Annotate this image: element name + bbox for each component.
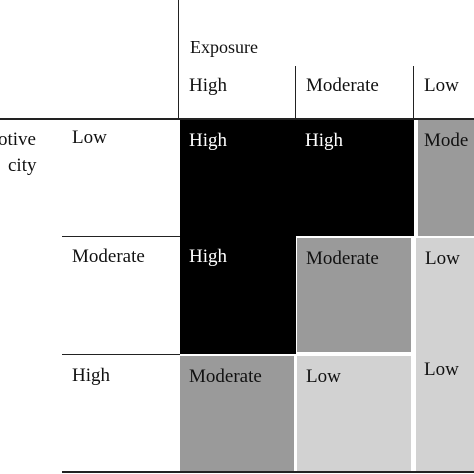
row-separator-2 xyxy=(62,354,180,355)
matrix-cell-r2-c1: Low xyxy=(297,356,411,471)
matrix-cell-label: Low xyxy=(424,359,459,380)
matrix-cell-label: Moderate xyxy=(189,366,262,387)
matrix-cell-r1-c0: High xyxy=(180,236,296,354)
matrix-cell-r2-c2: Low xyxy=(416,352,474,471)
matrix-cell-r1-c1: Moderate xyxy=(297,238,411,352)
column-divider-1 xyxy=(295,66,296,120)
row-header-moderate: Moderate xyxy=(72,246,145,267)
table-bottom-rule xyxy=(62,471,474,473)
column-header-high: High xyxy=(189,75,227,96)
matrix-cell-r0-c1: High xyxy=(296,120,414,236)
exposure-label: Exposure xyxy=(190,37,258,57)
matrix-cell-label: Mode xyxy=(424,130,469,151)
adaptive-capacity-label-line1: otive xyxy=(0,129,36,150)
column-divider-2 xyxy=(413,66,414,120)
matrix-cell-label: Low xyxy=(306,366,341,387)
matrix-cell-label: High xyxy=(189,246,227,267)
matrix-cell-r1-c2: Low xyxy=(416,238,474,352)
row-header-high: High xyxy=(72,365,110,386)
matrix-cell-label: High xyxy=(189,130,227,151)
adaptive-capacity-label-line2: city xyxy=(8,155,37,176)
column-header-moderate: Moderate xyxy=(306,75,379,96)
matrix-cell-label: Moderate xyxy=(306,248,379,269)
row-header-low: Low xyxy=(72,127,107,148)
header-bottom-rule xyxy=(0,118,474,120)
column-header-low: Low xyxy=(424,75,459,96)
matrix-cell-r2-c0: Moderate xyxy=(180,356,294,471)
matrix-cell-r0-c0: High xyxy=(180,120,296,236)
row-separator-1 xyxy=(62,236,180,237)
header-divider-vertical xyxy=(178,0,179,120)
matrix-cell-label: High xyxy=(305,130,343,151)
matrix-cell-r0-c2: Mode xyxy=(418,120,474,236)
matrix-cell-label: Low xyxy=(425,248,460,269)
